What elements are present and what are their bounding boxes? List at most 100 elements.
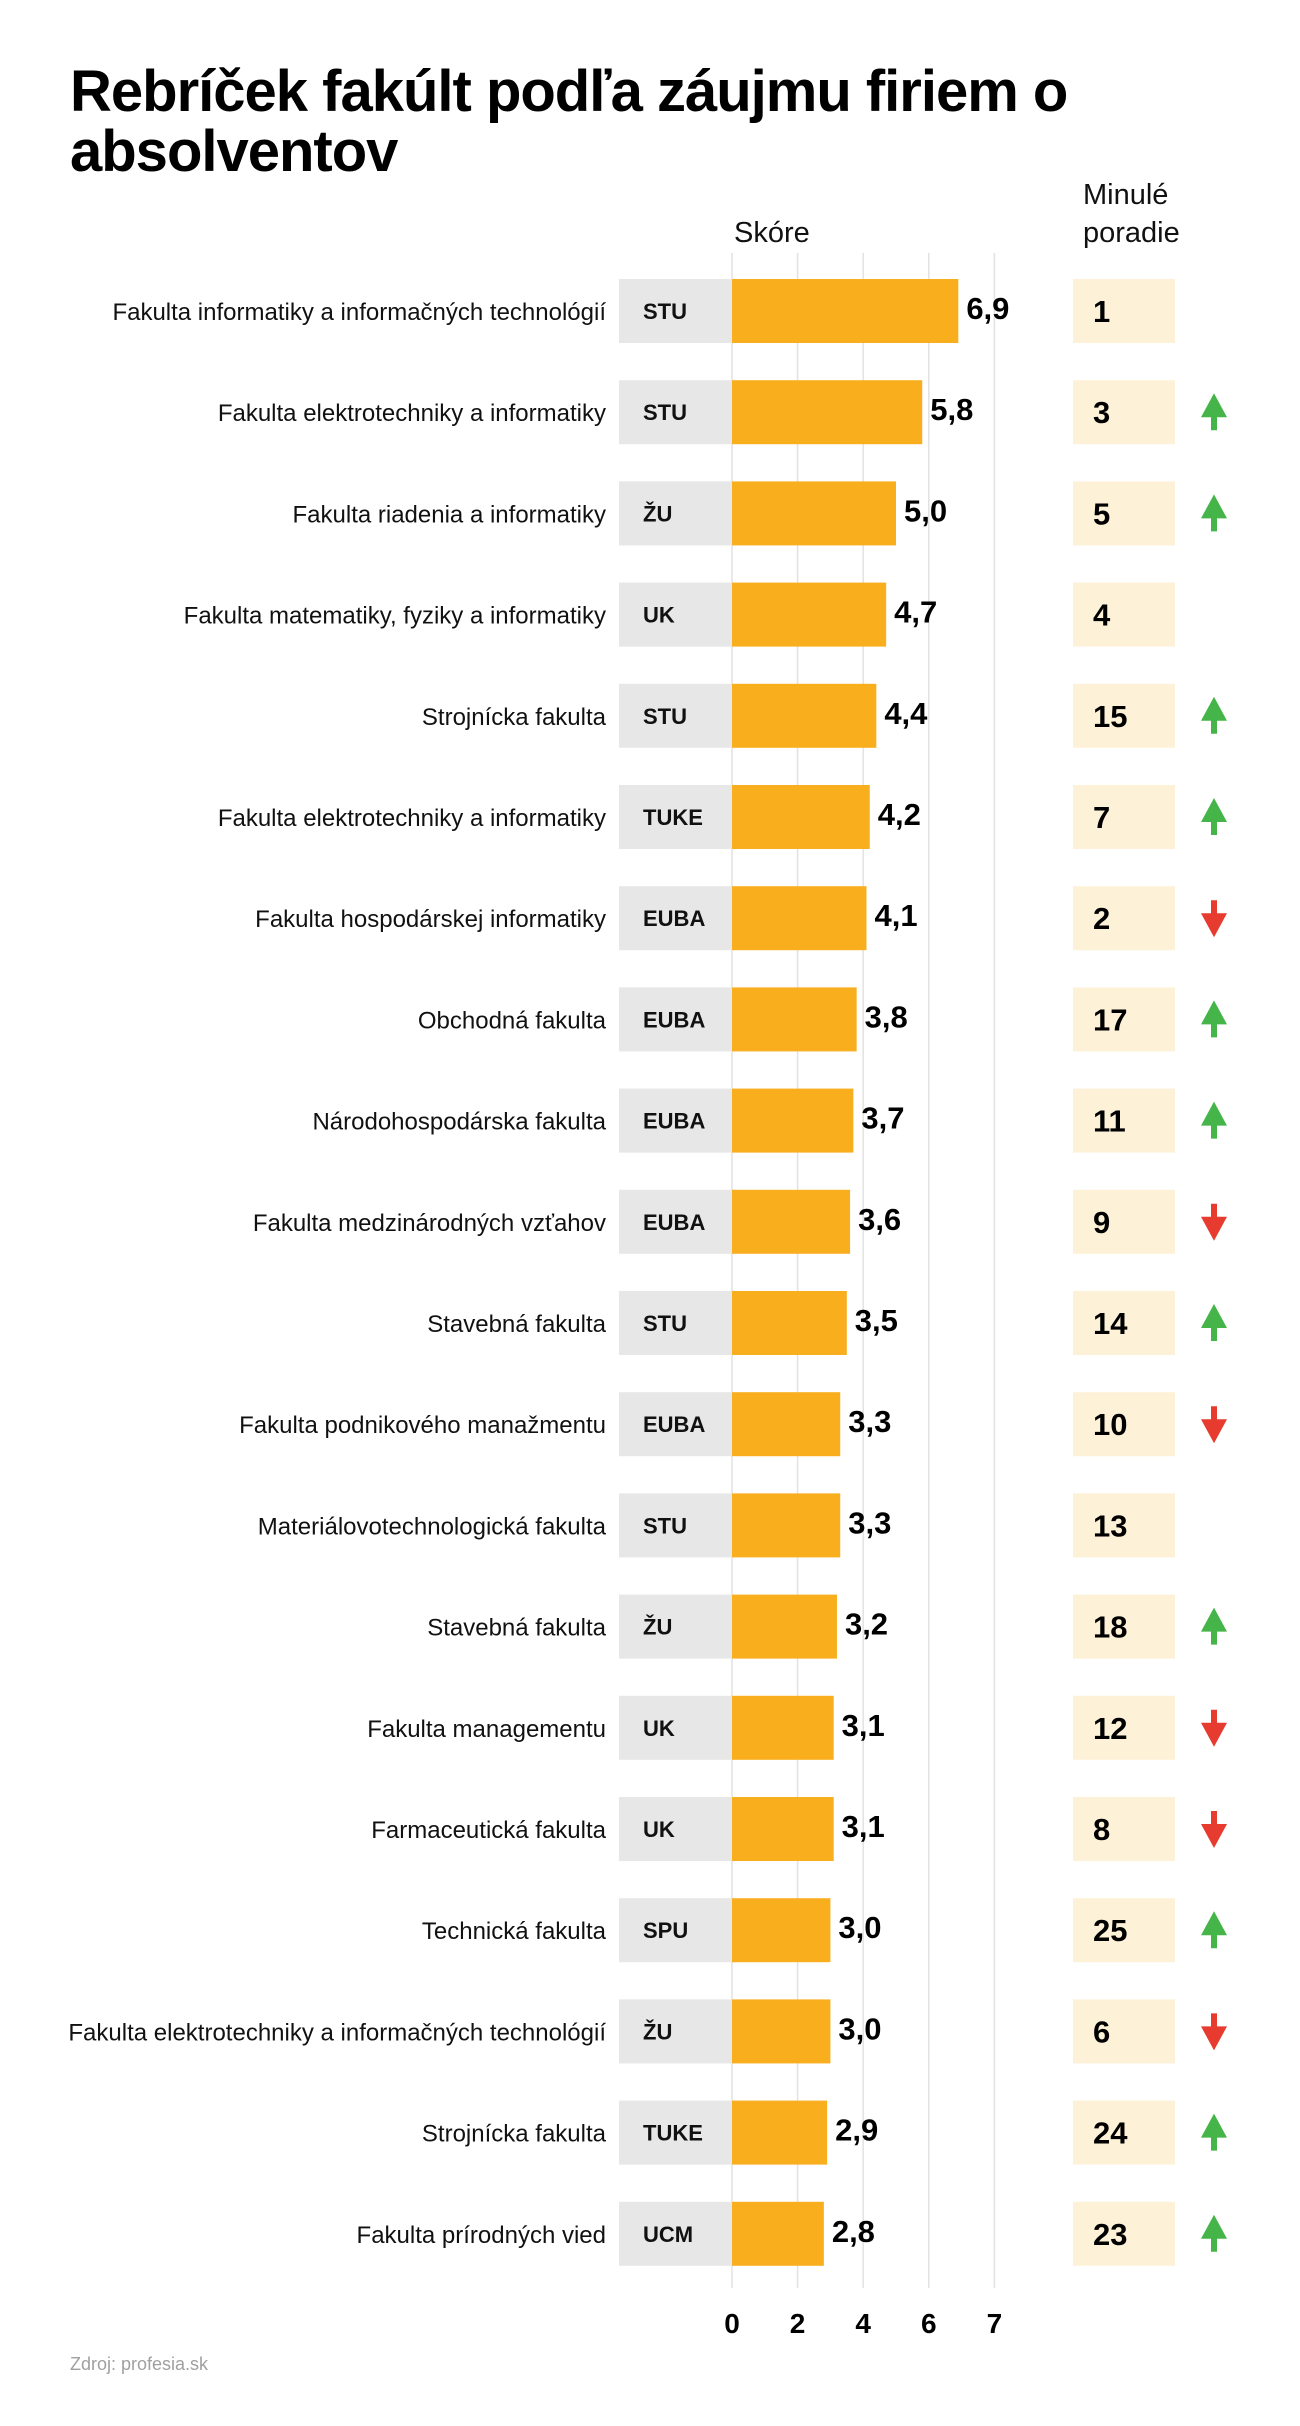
previous-rank-value: 5 <box>1093 496 1110 531</box>
university-box <box>619 1189 732 1254</box>
arrow-up-icon <box>1201 1000 1227 1038</box>
score-value-label: 3,0 <box>838 1910 881 1945</box>
university-box <box>619 2100 732 2165</box>
previous-rank-value: 8 <box>1093 1812 1110 1847</box>
previous-rank-box <box>1073 1695 1175 1760</box>
arrow-down-icon <box>1201 1406 1227 1444</box>
arrow-up-icon <box>1201 798 1227 835</box>
source-note: Zdroj: profesia.sk <box>70 2354 209 2374</box>
score-value-label: 5,0 <box>904 493 947 528</box>
arrow-down-icon <box>1201 1709 1227 1747</box>
faculty-label: Fakulta informatiky a informačných techn… <box>112 299 606 326</box>
university-box <box>619 1594 732 1659</box>
score-value-label: 3,1 <box>842 1809 885 1844</box>
university-box <box>619 481 732 546</box>
score-bar <box>732 1999 831 2064</box>
university-label: UK <box>643 1716 675 1741</box>
arrow-up-icon <box>1201 494 1227 532</box>
previous-rank-box <box>1073 785 1175 849</box>
gridlines <box>731 253 996 2288</box>
previous-rank-value: 12 <box>1093 1711 1127 1746</box>
university-label: SPU <box>643 1918 688 1943</box>
previous-rank-column-header: Minulé poradie <box>1083 179 1180 249</box>
university-box <box>619 683 732 748</box>
university-box <box>619 1493 732 1558</box>
previous-rank-value: 13 <box>1093 1508 1127 1543</box>
faculty-label: Farmaceutická fakulta <box>371 1817 606 1844</box>
score-bar <box>732 380 923 445</box>
score-value-label: 4,4 <box>884 696 928 731</box>
chart-row: Technická fakulta SPU 3,0 25 <box>422 1898 1227 1963</box>
university-box <box>619 380 732 445</box>
score-bar <box>732 987 857 1052</box>
score-bar <box>732 785 870 849</box>
arrow-down-icon <box>1201 1203 1227 1241</box>
previous-rank-box <box>1073 886 1175 951</box>
university-box <box>619 785 732 849</box>
university-label: ŽU <box>643 501 672 526</box>
university-label: EUBA <box>643 1210 705 1235</box>
university-label: STU <box>643 1311 687 1336</box>
faculty-label: Strojnícka fakulta <box>422 2121 607 2148</box>
score-bar <box>732 1594 837 1659</box>
score-value-label: 3,6 <box>858 1202 901 1237</box>
previous-rank-box <box>1073 683 1175 748</box>
previous-rank-value: 6 <box>1093 2014 1110 2049</box>
previous-rank-value: 9 <box>1093 1205 1110 1240</box>
faculty-label: Fakulta elektrotechniky a informačných t… <box>68 2019 606 2046</box>
previous-rank-box <box>1073 1392 1175 1457</box>
x-tick-label: 6 <box>921 2308 937 2339</box>
university-label: EUBA <box>643 1007 705 1032</box>
x-tick-label: 4 <box>855 2308 871 2339</box>
score-bar <box>732 1898 831 1963</box>
university-box <box>619 1797 732 1861</box>
previous-rank-box <box>1073 380 1175 445</box>
chart-row: Fakulta riadenia a informatiky ŽU 5,0 5 <box>293 481 1227 546</box>
faculty-label: Fakulta medzinárodných vzťahov <box>253 1210 606 1237</box>
faculty-label: Obchodná fakulta <box>418 1007 607 1034</box>
chart-row: Strojnícka fakulta TUKE 2,9 24 <box>422 2100 1227 2165</box>
previous-rank-box <box>1073 279 1175 343</box>
previous-rank-value: 10 <box>1093 1407 1127 1442</box>
chart-row: Fakulta matematiky, fyziky a informatiky… <box>184 582 1175 647</box>
chart-row: Strojnícka fakulta STU 4,4 15 <box>422 683 1227 748</box>
previous-rank-value: 15 <box>1093 699 1127 734</box>
previous-rank-value: 2 <box>1093 901 1110 936</box>
previous-rank-box <box>1073 1088 1175 1153</box>
previous-rank-value: 17 <box>1093 1002 1127 1037</box>
score-bar <box>732 886 867 951</box>
previous-rank-box <box>1073 1594 1175 1659</box>
previous-rank-box <box>1073 987 1175 1052</box>
faculty-label: Fakulta hospodárskej informatiky <box>255 906 606 933</box>
faculty-label: Strojnícka fakulta <box>422 704 607 731</box>
previous-rank-box <box>1073 1898 1175 1963</box>
x-tick-label: 0 <box>724 2308 740 2339</box>
previous-rank-box <box>1073 582 1175 647</box>
chart-row: Národohospodárska fakulta EUBA 3,7 11 <box>312 1088 1227 1153</box>
faculty-label: Stavebná fakulta <box>427 1615 606 1642</box>
chart-row: Fakulta elektrotechniky a informatiky STU… <box>218 380 1227 445</box>
arrow-down-icon <box>1201 2013 1227 2051</box>
score-bar <box>732 582 887 647</box>
university-box <box>619 1898 732 1963</box>
score-bar <box>732 2100 828 2165</box>
arrow-up-icon <box>1201 1101 1227 1139</box>
university-box <box>619 279 732 343</box>
chart-row: Fakulta hospodárskej informatiky EUBA 4,1 2 <box>255 886 1227 951</box>
chart-row: Fakulta podnikového manažmentu EUBA 3,3 10 <box>239 1392 1227 1457</box>
score-value-label: 4,1 <box>874 898 917 933</box>
faculty-label: Fakulta elektrotechniky a informatiky <box>218 805 606 832</box>
university-label: TUKE <box>643 805 703 830</box>
previous-rank-value: 14 <box>1093 1306 1128 1341</box>
arrow-up-icon <box>1201 696 1227 734</box>
chart-row: Materiálovotechnologická fakulta STU 3,3 13 <box>258 1493 1175 1558</box>
x-tick-label: 7 <box>987 2308 1003 2339</box>
previous-rank-box <box>1073 2201 1175 2266</box>
university-label: UCM <box>643 2222 693 2247</box>
arrow-up-icon <box>1201 1911 1227 1949</box>
chart-row: Obchodná fakulta EUBA 3,8 17 <box>418 987 1227 1052</box>
score-bar <box>732 1493 841 1558</box>
university-box <box>619 987 732 1052</box>
previous-rank-box <box>1073 481 1175 546</box>
